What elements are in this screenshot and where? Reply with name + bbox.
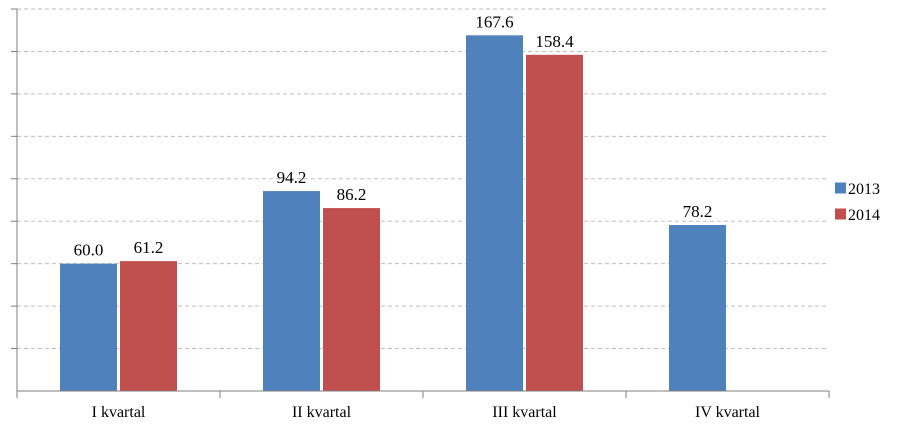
data-label: 61.2 (134, 238, 164, 257)
x-tick-label: IV kvartal (695, 404, 761, 421)
data-label: 86.2 (337, 185, 367, 204)
bar-2013-4 (669, 225, 726, 391)
axes: I kvartal II kvartal III kvartal IV kvartal (11, 8, 830, 421)
data-label: 60.0 (74, 241, 104, 260)
legend-label: 2013 (848, 181, 880, 198)
legend: 2013 2014 (835, 181, 880, 224)
data-label: 158.4 (535, 32, 574, 51)
bar-2013-3 (466, 35, 523, 392)
data-label: 78.2 (683, 202, 713, 221)
x-tick-label: II kvartal (292, 404, 352, 421)
legend-label: 2014 (848, 207, 880, 224)
data-labels: 60.0 61.2 94.2 86.2 167.6 158.4 78.2 (74, 12, 713, 259)
data-label: 167.6 (475, 12, 513, 31)
legend-swatch-2013 (835, 182, 846, 194)
bar-2013-1 (60, 263, 117, 391)
bar-2013-2 (263, 191, 320, 391)
x-tick-label: III kvartal (492, 404, 557, 421)
bar-2014-3 (526, 54, 583, 392)
bars (60, 35, 726, 392)
data-label: 94.2 (277, 168, 307, 187)
legend-swatch-2014 (835, 208, 846, 220)
x-tick-label: I kvartal (92, 404, 146, 421)
bar-2014-1 (120, 261, 177, 391)
bar-2014-2 (323, 208, 380, 391)
